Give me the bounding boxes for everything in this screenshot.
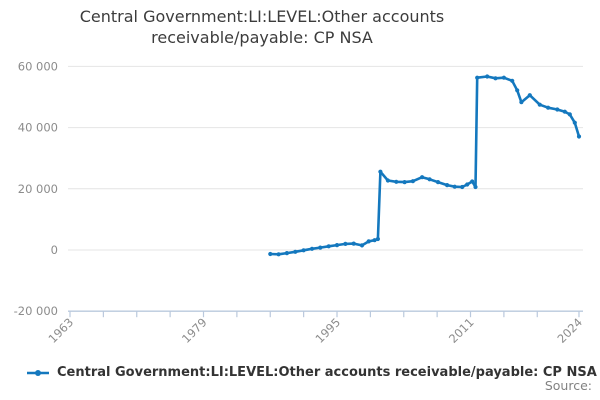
data-point-marker <box>510 78 515 83</box>
data-point-marker <box>359 243 365 248</box>
data-point-marker <box>372 238 377 243</box>
data-point-marker <box>475 75 480 80</box>
data-point-marker <box>473 184 478 190</box>
x-tick-label: 1979 <box>179 315 210 346</box>
x-tick-label: 1995 <box>313 315 344 346</box>
data-point-marker <box>385 178 390 183</box>
data-point-marker <box>378 169 383 174</box>
data-point-marker <box>334 243 340 248</box>
data-point-marker <box>537 102 542 107</box>
data-point-marker <box>420 175 425 180</box>
data-point-marker <box>519 100 524 105</box>
data-point-marker <box>572 120 577 125</box>
legend-label: Central Government:LI:LEVEL:Other accoun… <box>57 365 597 380</box>
data-point-marker <box>470 179 475 184</box>
x-tick-label: 2024 <box>555 315 586 346</box>
data-point-marker <box>276 252 281 257</box>
legend-dot-icon <box>35 369 41 376</box>
data-point-marker <box>343 241 348 246</box>
x-tick-label: 1963 <box>46 315 77 346</box>
y-tick-label: -20 000 <box>14 304 58 318</box>
data-point-marker <box>485 74 490 79</box>
data-point-marker <box>493 76 498 81</box>
data-point-marker <box>268 251 273 257</box>
y-tick-label: 20 000 <box>18 182 58 196</box>
legend-item[interactable]: Central Government:LI:LEVEL:Other accoun… <box>26 365 597 380</box>
data-point-marker <box>301 248 306 253</box>
data-point-marker <box>284 251 289 256</box>
y-tick-label: 60 000 <box>18 59 58 73</box>
data-point-marker <box>460 184 465 190</box>
data-point-marker <box>527 93 532 98</box>
data-point-marker <box>501 75 506 80</box>
data-point-marker <box>326 244 331 249</box>
x-tick-label: 2011 <box>446 315 477 346</box>
data-line <box>268 75 581 256</box>
chart-title: Central Government:LI:LEVEL:Other accoun… <box>79 7 445 47</box>
data-point-marker <box>366 239 371 244</box>
data-point-marker <box>427 177 432 182</box>
source-label: Source: <box>544 378 592 393</box>
legend-line-marker <box>26 368 50 378</box>
y-tick-label: 0 <box>51 243 58 257</box>
y-tick-label: 40 000 <box>18 121 58 135</box>
data-point-marker <box>402 180 407 185</box>
data-point-marker <box>351 241 356 246</box>
data-point-marker <box>567 112 572 117</box>
data-point-marker <box>309 246 315 251</box>
data-point-marker <box>576 134 582 139</box>
data-point-marker <box>435 180 441 185</box>
data-point-marker <box>562 109 567 114</box>
data-point-marker <box>293 249 298 254</box>
data-point-marker <box>452 184 457 189</box>
data-point-marker <box>555 107 560 112</box>
data-point-marker <box>515 88 520 93</box>
data-point-marker <box>465 182 470 187</box>
data-point-marker <box>546 105 551 110</box>
data-point-marker <box>318 245 323 250</box>
data-point-marker <box>394 179 399 184</box>
data-point-marker <box>445 183 450 188</box>
data-point-marker <box>375 236 380 242</box>
data-point-marker <box>410 179 415 184</box>
